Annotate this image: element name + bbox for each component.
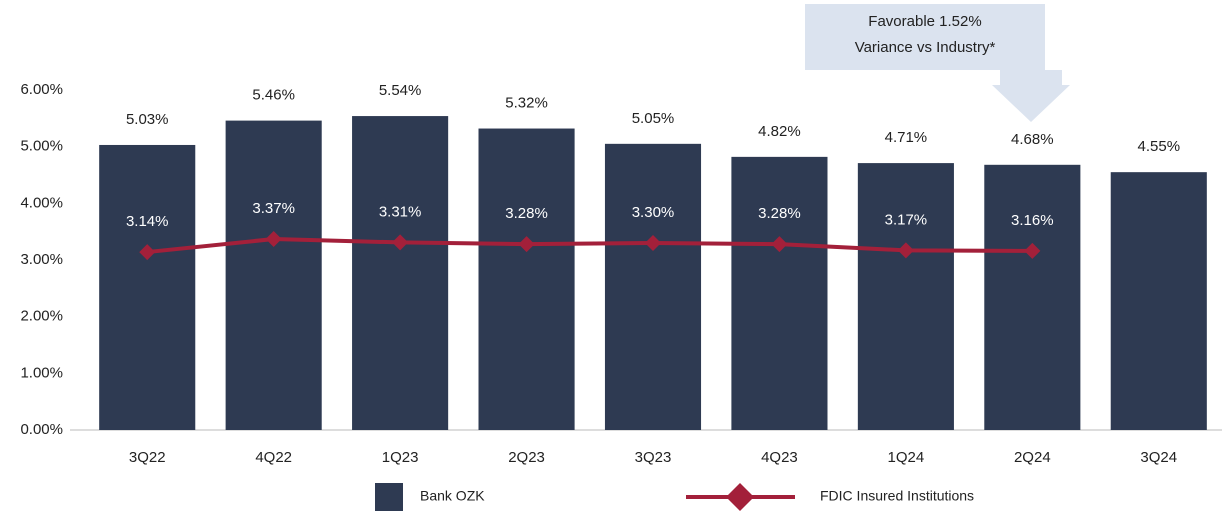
line-marker — [1024, 242, 1041, 259]
y-tick-label: 1.00% — [20, 364, 63, 381]
line-marker — [139, 244, 156, 261]
bar-value-label: 5.46% — [252, 87, 295, 104]
legend-swatch — [375, 483, 403, 511]
line-value-label: 3.17% — [885, 211, 928, 228]
y-tick-label: 5.00% — [20, 138, 63, 155]
legend-marker — [726, 483, 754, 511]
line-value-label: 3.28% — [505, 205, 548, 222]
line-marker — [771, 236, 788, 253]
line-marker — [265, 231, 282, 248]
line-value-label: 3.28% — [758, 205, 801, 222]
annotation: Favorable 1.52% — [868, 13, 981, 30]
x-tick-label: 3Q24 — [1140, 449, 1177, 466]
y-tick-label: 6.00% — [20, 81, 63, 98]
bar-value-label: 4.71% — [885, 129, 928, 146]
y-tick-label: 4.00% — [20, 194, 63, 211]
bar-value-label: 5.03% — [126, 111, 169, 128]
callout-arrow — [992, 70, 1070, 122]
bar-value-label: 4.68% — [1011, 131, 1054, 148]
x-tick-label: 4Q22 — [255, 449, 292, 466]
x-tick-label: 1Q24 — [888, 449, 925, 466]
bar-value-label: 4.82% — [758, 123, 801, 140]
x-tick-label: 2Q24 — [1014, 449, 1051, 466]
line-marker — [518, 236, 535, 253]
line-value-label: 3.31% — [379, 203, 422, 220]
bar — [731, 156, 828, 430]
bar — [857, 163, 954, 430]
x-tick-label: 2Q23 — [508, 449, 545, 466]
y-tick-label: 3.00% — [20, 251, 63, 268]
bar-value-label: 5.32% — [505, 95, 548, 112]
legend-label: Bank OZK — [420, 488, 485, 504]
x-tick-label: 3Q23 — [635, 449, 672, 466]
bar — [225, 120, 322, 430]
bar — [1110, 172, 1207, 430]
line-marker — [897, 242, 914, 259]
line-value-label: 3.16% — [1011, 212, 1054, 229]
line — [147, 237, 1033, 255]
bar — [478, 128, 575, 431]
y-tick-label: 0.00% — [20, 421, 63, 438]
line-value-label: 3.37% — [252, 200, 295, 217]
annotation: Variance vs Industry* — [855, 39, 996, 56]
callout-box — [805, 4, 1045, 70]
bar — [352, 116, 449, 431]
bar-value-label: 4.55% — [1138, 138, 1181, 155]
line-marker — [392, 234, 409, 251]
legend-label: FDIC Insured Institutions — [820, 488, 974, 504]
line-value-label: 3.14% — [126, 213, 169, 230]
bar — [99, 144, 196, 430]
bar — [984, 164, 1081, 431]
x-tick-label: 4Q23 — [761, 449, 798, 466]
x-tick-label: 1Q23 — [382, 449, 419, 466]
bar — [604, 143, 702, 431]
bar-value-label: 5.54% — [379, 82, 422, 99]
line-marker — [645, 235, 661, 251]
bar-value-label: 5.05% — [632, 110, 675, 127]
x-tick-label: 3Q22 — [129, 449, 166, 466]
line-value-label: 3.30% — [632, 204, 675, 221]
y-tick-label: 2.00% — [20, 308, 63, 325]
